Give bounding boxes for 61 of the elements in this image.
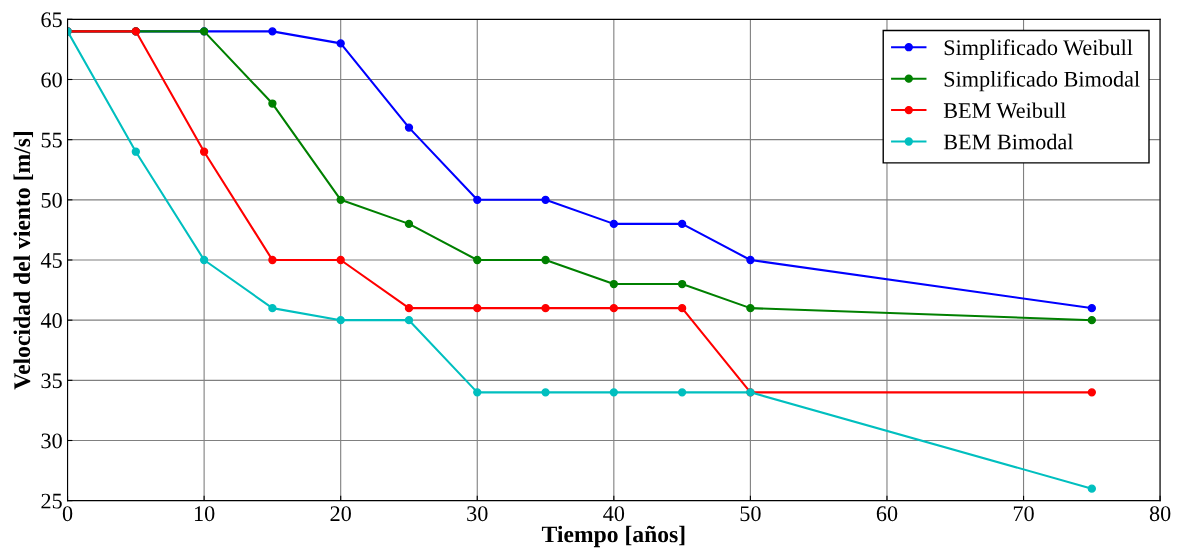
point bbox=[131, 147, 140, 156]
y-tick-label: 40 bbox=[40, 313, 62, 329]
y-tick-label: 50 bbox=[41, 192, 62, 208]
point bbox=[746, 303, 755, 313]
y-tick-label: 65 bbox=[41, 12, 62, 28]
x-tick-label: 20 bbox=[330, 506, 351, 522]
point bbox=[609, 388, 618, 397]
point bbox=[336, 315, 345, 325]
x-axis-title: Tiempo [años] bbox=[541, 525, 685, 548]
point bbox=[677, 303, 687, 313]
point bbox=[268, 27, 277, 36]
point bbox=[336, 255, 345, 265]
x-tick-label: 80 bbox=[1149, 506, 1171, 522]
y-tick-label: 45 bbox=[40, 253, 62, 268]
point bbox=[404, 315, 414, 325]
legend-label: Simplificado Weibull bbox=[944, 39, 1133, 60]
legend-label: Simplificado Bimodal bbox=[944, 70, 1140, 92]
point bbox=[336, 195, 345, 204]
point bbox=[746, 255, 755, 265]
y-tick-label: 60 bbox=[41, 72, 62, 88]
point bbox=[473, 388, 482, 397]
point bbox=[1087, 484, 1096, 493]
point bbox=[1087, 315, 1096, 325]
point bbox=[473, 255, 482, 265]
x-tick-label: 10 bbox=[194, 506, 215, 522]
x-tick-label: 50 bbox=[740, 506, 761, 522]
x-tick-label: 30 bbox=[467, 506, 488, 522]
x-tick-label: 40 bbox=[603, 506, 625, 522]
point bbox=[199, 147, 209, 156]
point bbox=[404, 123, 414, 132]
point bbox=[609, 303, 618, 313]
point bbox=[1087, 303, 1096, 313]
y-tick-label: 35 bbox=[41, 373, 62, 389]
point bbox=[268, 303, 277, 313]
point bbox=[541, 195, 550, 204]
legend-label: BEM Bimodal bbox=[943, 133, 1074, 150]
point bbox=[541, 303, 550, 313]
point bbox=[677, 279, 687, 289]
point bbox=[268, 99, 277, 108]
x-tick-label: 70 bbox=[1013, 506, 1034, 522]
y-tick-label: 30 bbox=[41, 433, 62, 449]
point bbox=[336, 39, 345, 48]
x-tick-label: 60 bbox=[876, 506, 898, 522]
point bbox=[199, 255, 209, 265]
point bbox=[404, 219, 414, 229]
y-tick-label: 25 bbox=[41, 493, 62, 509]
point bbox=[473, 195, 482, 204]
point bbox=[541, 388, 550, 397]
point bbox=[473, 303, 482, 313]
legend-label: BEM Weibull bbox=[943, 102, 1066, 119]
point bbox=[1087, 388, 1096, 397]
point bbox=[404, 303, 414, 313]
point bbox=[677, 388, 687, 397]
point bbox=[677, 219, 687, 229]
y-axis-title: Velocidad del viento [m/s] bbox=[13, 131, 34, 390]
point bbox=[609, 279, 618, 289]
x-tick-label: 0 bbox=[62, 506, 73, 522]
point bbox=[541, 255, 550, 265]
point bbox=[268, 255, 277, 265]
y-tick-label: 55 bbox=[41, 132, 62, 148]
point bbox=[609, 219, 618, 229]
